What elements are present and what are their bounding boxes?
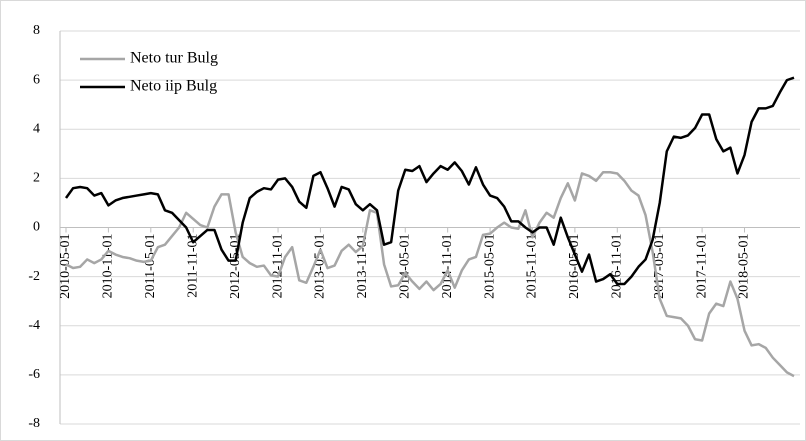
x-tick-label: 2014-05-01 [397, 234, 412, 299]
legend-label: Neto iip Bulg [130, 78, 217, 95]
x-tick-label: 2012-05-01 [228, 234, 243, 299]
x-tick-label: 2017-11-01 [694, 234, 709, 299]
line-series [65, 170, 795, 378]
x-tick-label: 2018-05-01 [737, 234, 752, 299]
y-tick-label: 6 [33, 72, 40, 87]
y-tick-label: -2 [28, 269, 40, 284]
x-tick-label: 2016-05-01 [567, 234, 582, 299]
y-tick-label: -6 [28, 367, 40, 382]
x-tick-label: 2011-11-01 [185, 234, 200, 298]
x-tick-label: 2013-05-01 [313, 234, 328, 299]
x-tick-label: 2016-11-01 [610, 234, 625, 299]
x-tick-label: 2011-05-01 [143, 234, 158, 299]
line-series [64, 76, 795, 286]
x-tick-label: 2015-11-01 [525, 234, 540, 299]
x-tick-label: 2015-05-01 [482, 234, 497, 299]
x-tick-label: 2010-11-01 [101, 234, 116, 299]
x-tick-label: 2017-05-01 [652, 234, 667, 299]
y-tick-label: 8 [33, 23, 40, 38]
y-tick-label: -8 [28, 416, 40, 431]
x-tick-label: 2010-05-01 [58, 234, 73, 299]
y-tick-label: 0 [33, 220, 40, 235]
y-tick-label: 2 [33, 171, 40, 186]
x-tick-label: 2014-11-01 [440, 234, 455, 299]
legend-label: Neto tur Bulg [130, 50, 218, 67]
y-tick-label: -4 [28, 318, 40, 333]
x-tick-label: 2012-11-01 [270, 234, 285, 299]
y-tick-label: 4 [33, 121, 40, 136]
